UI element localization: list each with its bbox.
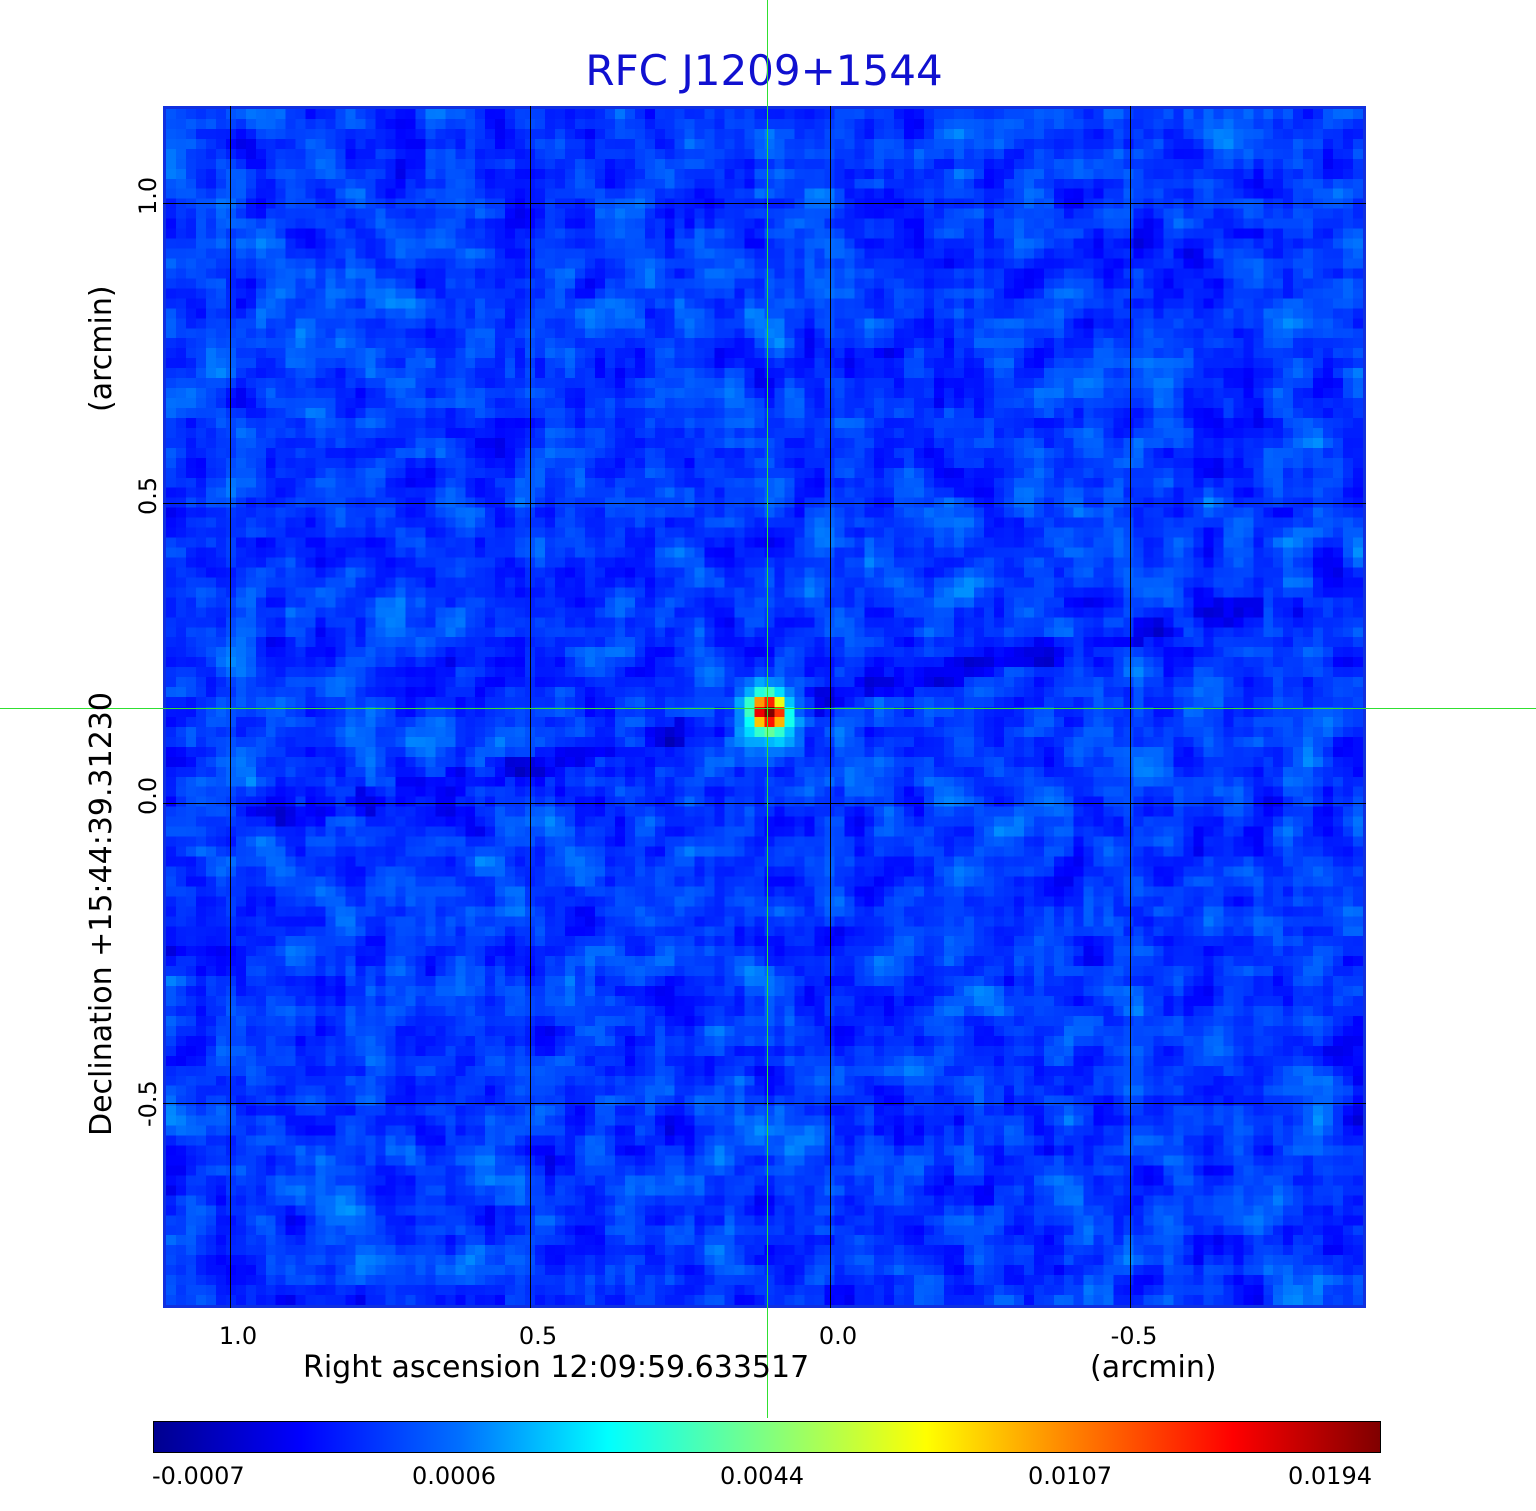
radio-image bbox=[163, 106, 1366, 1308]
image-title: RFC J1209+1544 bbox=[585, 46, 943, 95]
y-tick-label: -0.5 bbox=[134, 1080, 162, 1127]
x-tick-label: 0.0 bbox=[818, 1322, 858, 1350]
x-tick-label: -0.5 bbox=[1110, 1322, 1158, 1350]
x-axis-label: Right ascension 12:09:59.633517 bbox=[303, 1350, 810, 1385]
y-tick-label: 0.5 bbox=[134, 476, 162, 515]
grid-line-ra-1.0 bbox=[230, 106, 231, 1308]
grid-line-ra-0.5 bbox=[530, 106, 531, 1308]
grid-line-dec-neg0.5 bbox=[163, 1103, 1366, 1104]
colorbar-tick-label: 0.0044 bbox=[720, 1462, 804, 1490]
crosshair-horizontal bbox=[0, 708, 1536, 709]
grid-line-ra-0.0 bbox=[830, 106, 831, 1308]
colorbar bbox=[153, 1421, 1381, 1453]
x-tick-label: 0.5 bbox=[518, 1322, 558, 1350]
x-axis-unit: (arcmin) bbox=[1090, 1350, 1217, 1385]
crosshair-vertical bbox=[767, 0, 768, 1418]
x-tick-label: 1.0 bbox=[218, 1322, 258, 1350]
y-axis-unit: (arcmin) bbox=[84, 285, 119, 412]
y-axis-label: Declination +15:44:39.31230 bbox=[84, 692, 119, 1136]
grid-line-dec-1.0 bbox=[163, 203, 1366, 204]
colorbar-tick-label: 0.0006 bbox=[412, 1462, 496, 1490]
colorbar-tick-label: -0.0007 bbox=[152, 1462, 245, 1490]
grid-line-dec-0.0 bbox=[163, 803, 1366, 804]
intensity-map-canvas bbox=[166, 109, 1363, 1305]
grid-line-dec-0.5 bbox=[163, 503, 1366, 504]
y-tick-label: 0.0 bbox=[134, 776, 162, 815]
colorbar-tick-label: 0.0107 bbox=[1028, 1462, 1112, 1490]
grid-line-ra-neg0.5 bbox=[1130, 106, 1131, 1308]
y-tick-label: 1.0 bbox=[134, 176, 162, 215]
colorbar-tick-label: 0.0194 bbox=[1288, 1462, 1372, 1490]
